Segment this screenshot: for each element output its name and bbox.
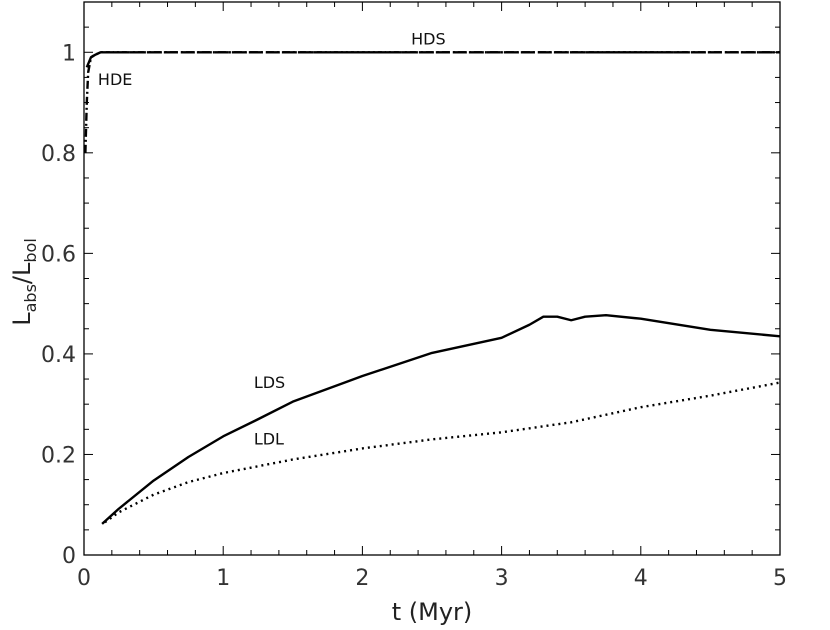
y-axis-label: Labs/Lbol [8,238,40,326]
x-tick-label: 4 [634,566,648,591]
plot-frame [83,1,781,556]
y-axis-label-sub1: abs [21,284,40,312]
y-tick-label: 0.2 [41,443,76,468]
series-line-hds [85,51,780,68]
axis-ticks [83,1,781,556]
x-tick-label: 5 [773,566,787,591]
x-tick-label: 3 [495,566,509,591]
y-tick-label: 0.6 [41,242,76,267]
data-series [84,51,781,525]
annotation-hds: HDS [411,30,446,49]
y-axis-label-sep: /L [8,262,36,284]
x-tick-label: 1 [216,566,230,591]
series-line-lds [101,314,781,525]
y-axis-label-sub2: bol [21,238,40,262]
y-tick-label: 0 [62,544,76,569]
y-tick-label: 1 [62,41,76,66]
y-tick-label: 0.4 [41,343,76,368]
series-line-ldl [104,381,781,524]
annotation-hde: HDE [98,70,132,89]
x-tick-label: 2 [355,566,369,591]
series-line-hde [84,51,780,153]
annotation-ldl: LDL [254,429,284,448]
tick-labels: 0 1 2 3 4 5 0 0.2 0.4 0.6 0.8 1 [41,41,787,591]
annotation-lds: LDS [254,373,285,392]
x-tick-label: 0 [77,566,91,591]
x-axis-label: t (Myr) [392,598,473,626]
y-tick-label: 0.8 [41,142,76,167]
y-axis-label-main: L [8,312,36,326]
series-annotations: HDS HDE LDS LDL [98,30,446,449]
